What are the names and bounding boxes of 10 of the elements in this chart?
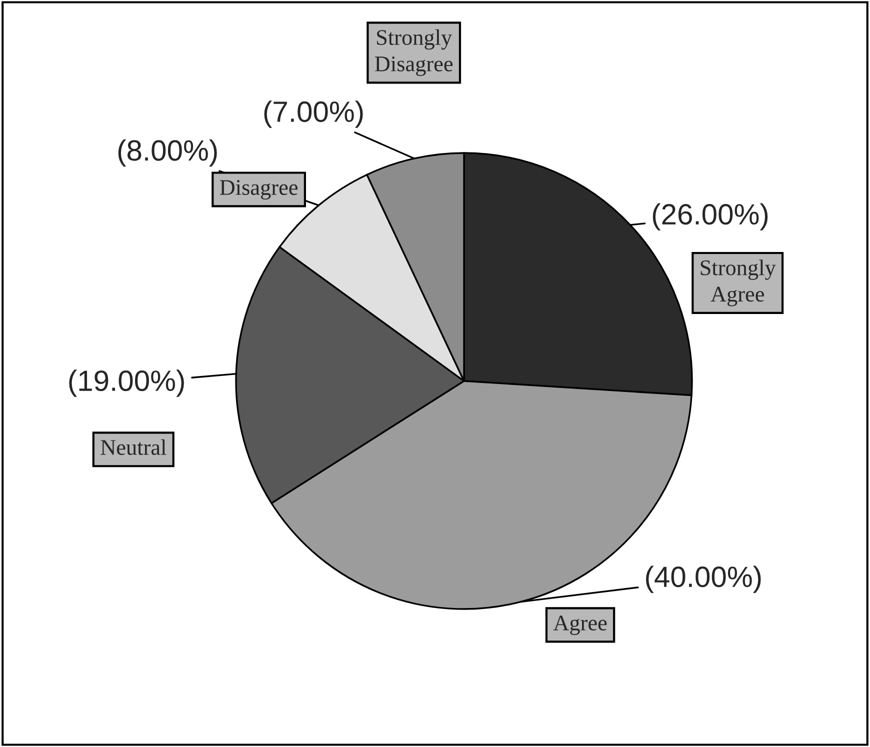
slice-label: Neutral [100, 439, 166, 455]
slice-label: Agree [553, 616, 607, 636]
data-label: (40.00%) [646, 566, 761, 593]
data-label: (7.00%) [264, 100, 363, 128]
slice-label: Strongly Disagree [374, 29, 453, 76]
data-label: (19.00%) [69, 370, 184, 397]
data-label: (8.00%) [118, 139, 217, 167]
data-label: (26.00%) [652, 203, 768, 230]
slice-label: Disagree [220, 180, 298, 200]
slice-label: Strongly Agree [700, 260, 776, 306]
